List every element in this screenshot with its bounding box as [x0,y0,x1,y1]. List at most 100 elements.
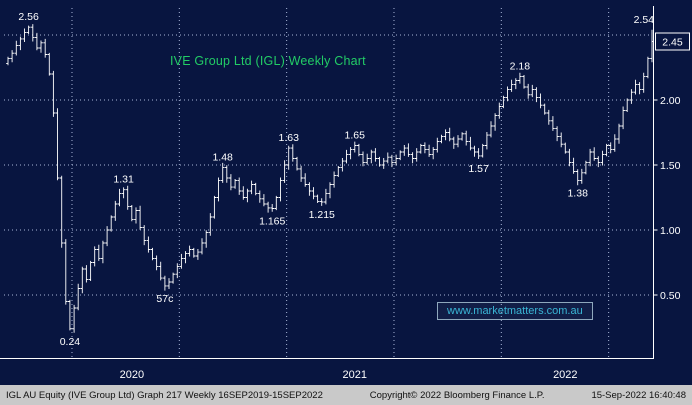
ohlc-bar [295,156,299,171]
ohlc-bar [179,253,184,269]
ohlc-bar [418,143,423,154]
ohlc-bar [493,113,497,131]
ohlc-bar [35,32,39,51]
ohlc-bar [237,177,242,195]
y-axis-label: 2.00 [660,95,681,107]
ohlc-bar [307,182,312,196]
y-axis-label: 0.50 [660,290,681,302]
price-chart-canvas[interactable]: 2.56 0.24 1.31 57c 1.48 1.165 1.63 1.215 1.65 1.5… [0,0,692,385]
last-price-box [655,32,690,51]
ohlc-bar [336,166,341,177]
ohlc-bar [315,194,320,203]
ohlc-bar [567,148,572,167]
ohlc-bar [30,24,35,42]
ohlc-bar [121,187,126,199]
price-annotation: 2.54 [634,14,655,26]
ohlc-bar [282,160,287,183]
ohlc-bar [319,198,324,206]
ohlc-bar [200,238,204,255]
ohlc-bar [617,123,621,144]
ohlc-bar [10,50,14,63]
ohlc-bar [328,182,332,199]
ohlc-bar [138,205,142,230]
ohlc-bar [439,134,444,144]
ohlc-bar [641,72,646,93]
ohlc-bar [311,187,316,200]
ohlc-bar [187,245,192,257]
ohlc-bar [332,171,336,188]
ohlc-bar [6,56,10,66]
ohlc-bar [406,143,411,157]
ohlc-bar [117,188,122,207]
ohlc-bar [18,36,23,51]
ohlc-bar [551,116,555,131]
price-annotation: 2.18 [510,61,531,73]
ohlc-bar [480,143,485,158]
ohlc-bar [501,95,506,109]
ohlc-bar [241,186,246,200]
ohlc-bar [324,188,328,205]
ohlc-bar [233,179,237,189]
ohlc-bar [26,25,31,34]
ohlc-bar [101,240,105,264]
ohlc-bar [546,109,551,125]
ohlc-bar [352,141,357,153]
ohlc-bar [596,156,601,168]
ohlc-bar [584,160,588,175]
footer-copyright: Copyright© 2022 Bloomberg Finance L.P. [369,389,545,401]
ohlc-bar [257,190,262,203]
ohlc-bar [612,134,617,152]
price-annotation: 0.24 [60,336,81,348]
ohlc-bar [163,275,167,291]
ohlc-bar [125,185,130,210]
price-annotation: 1.57 [468,163,489,175]
ohlc-bar [621,106,625,130]
ohlc-bar [80,266,85,294]
footer-bar: IGL AU Equity (IVE Group Ltd) Graph 217 … [0,385,692,405]
price-annotation: 1.165 [259,216,285,228]
ohlc-bar [377,156,382,167]
y-axis-label: 1.50 [660,160,681,172]
ohlc-bar [604,143,609,157]
ohlc-bar [270,204,275,212]
y-axis-label: 1.00 [660,225,681,237]
ohlc-bar [344,149,349,164]
ohlc-bar [196,249,200,260]
price-annotation: 1.63 [278,132,299,144]
ohlc-bar [245,188,250,203]
ohlc-bar [447,127,452,142]
x-axis-label: 2022 [553,369,577,381]
ohlc-bar [14,40,19,56]
ohlc-bar [464,130,469,146]
ohlc-bar [423,142,427,154]
price-annotation: 1.65 [345,130,366,142]
ohlc-bar [530,84,535,98]
ohlc-bar [129,205,134,222]
ohlc-bar [220,162,225,183]
ohlc-bar [154,255,159,271]
ohlc-bar [191,247,196,258]
ohlc-bar [63,239,68,305]
ohlc-bar [109,215,114,232]
ohlc-bar [212,195,217,219]
chart-title: IVE Group Ltd (IGL) Weekly Chart [170,54,366,68]
ohlc-bar [513,78,518,90]
ohlc-bar [208,213,213,236]
ohlc-bar [59,175,64,248]
ohlc-bar [150,247,155,261]
ohlc-bar [542,103,547,115]
price-annotation: 1.215 [309,209,335,221]
ohlc-bar [290,144,295,162]
ohlc-bar [299,165,303,182]
ohlc-bar [518,72,522,84]
price-annotation: 1.48 [212,152,233,164]
ohlc-bar [476,148,481,159]
ohlc-bar [381,158,386,169]
x-axis-label: 2021 [343,369,367,381]
ohlc-bar [134,207,138,224]
ohlc-bar [22,28,27,42]
ohlc-bar [431,147,436,160]
ohlc-bar [204,230,209,248]
ohlc-bar [357,143,361,157]
